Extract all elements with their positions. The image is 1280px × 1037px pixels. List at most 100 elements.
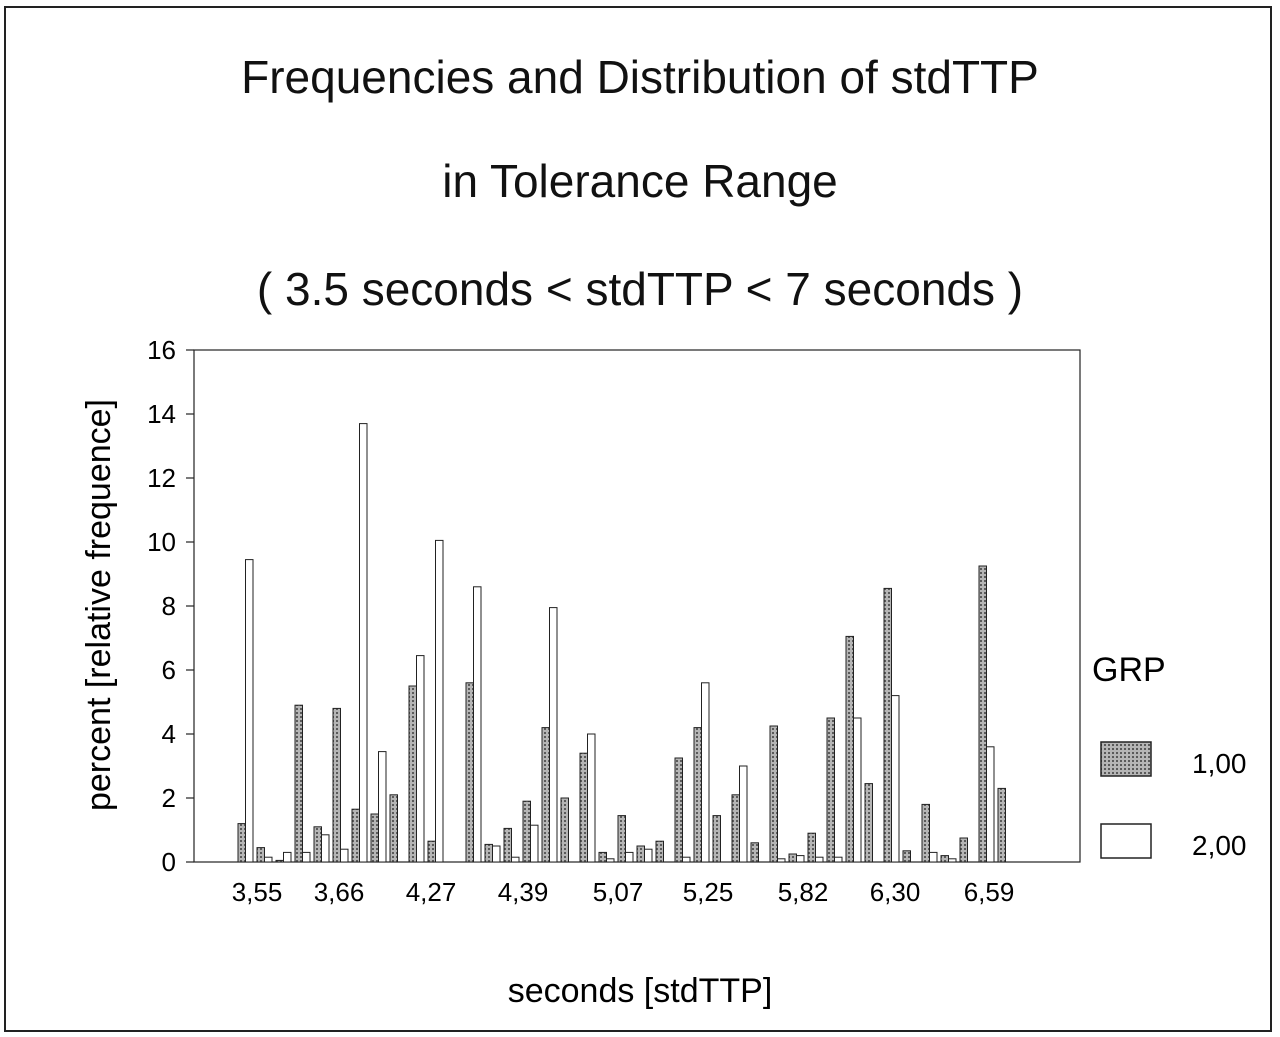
y-tick-label: 14 (147, 399, 176, 429)
bar-grp-2 (340, 848, 349, 863)
bar-grp-1 (731, 794, 740, 863)
bar-grp-2 (511, 856, 520, 863)
bar-grp-2 (492, 845, 501, 863)
bar-grp-1 (370, 813, 379, 863)
x-tick-label: 5,07 (593, 877, 644, 907)
bar-grp-1 (655, 840, 664, 863)
bar-grp-2 (834, 856, 843, 863)
bar-grp-2 (929, 851, 938, 863)
y-tick-label: 16 (147, 335, 176, 365)
bar-grp-2 (606, 858, 615, 863)
y-tick-label: 0 (162, 847, 176, 877)
bar-grp-2 (416, 655, 425, 863)
x-tick-label: 3,66 (314, 877, 365, 907)
bar-grp-1 (674, 757, 683, 863)
bar-grp-1 (294, 704, 303, 863)
bar-grp-1 (541, 727, 550, 863)
x-tick-label: 5,82 (778, 877, 829, 907)
bar-grp-2 (986, 746, 995, 863)
bar-grp-1 (465, 682, 474, 863)
bar-grp-1 (978, 565, 987, 863)
bar-grp-2 (777, 858, 786, 863)
bar-grp-1 (313, 826, 322, 863)
bar-grp-2 (283, 851, 292, 863)
bar-grp-1 (845, 635, 854, 863)
bar-grp-2 (891, 695, 900, 863)
bar-grp-1 (617, 815, 626, 863)
bar-grp-1 (351, 808, 360, 863)
bar-grp-1 (864, 783, 873, 863)
x-tick-label: 3,55 (232, 877, 283, 907)
bar-grp-1 (636, 845, 645, 863)
bar-grp-1 (427, 840, 436, 863)
y-tick-label: 6 (162, 655, 176, 685)
bar-grp-2 (435, 539, 444, 863)
bar-grp-2 (701, 682, 710, 863)
bar-grp-1 (256, 847, 265, 863)
y-tick-label: 10 (147, 527, 176, 557)
bar-grp-1 (997, 787, 1006, 863)
x-tick-label: 5,25 (683, 877, 734, 907)
bar-grp-1 (484, 843, 493, 863)
y-tick-label: 8 (162, 591, 176, 621)
bar-grp-1 (237, 823, 246, 863)
chart-frame (4, 6, 1272, 1032)
bar-grp-1 (275, 859, 284, 863)
legend-swatch-grp-2 (1100, 823, 1152, 859)
bar-grp-2 (682, 856, 691, 863)
bar-grp-1 (332, 707, 341, 863)
bar-grp-1 (940, 855, 949, 863)
bar-grp-2 (625, 851, 634, 863)
chart-subtitle: in Tolerance Range (442, 155, 838, 207)
bar-grp-1 (807, 832, 816, 863)
bar-grp-1 (579, 752, 588, 863)
bar-grp-2 (321, 834, 330, 863)
bar-grp-1 (693, 727, 702, 863)
y-axis-label: percent [relative frequence] (80, 399, 118, 811)
bar-grp-1 (788, 853, 797, 863)
bar-grp-2 (587, 733, 596, 863)
bar-grp-2 (302, 851, 311, 863)
legend-title: GRP (1092, 651, 1166, 689)
bar-grp-1 (408, 685, 417, 863)
bar-grp-2 (473, 586, 482, 863)
bar-grp-1 (883, 587, 892, 863)
bar-grp-2 (853, 717, 862, 863)
bar-grp-1 (959, 837, 968, 863)
bar-grp-1 (560, 797, 569, 863)
x-tick-label: 6,30 (870, 877, 921, 907)
chart-title: Frequencies and Distribution of stdTTP (241, 51, 1039, 103)
bar-grp-1 (902, 850, 911, 863)
y-tick-label: 4 (162, 719, 176, 749)
bar-grp-1 (712, 815, 721, 863)
legend-label-grp-2: 2,00 (1192, 830, 1247, 861)
bar-grp-2 (739, 765, 748, 863)
x-tick-label: 4,39 (498, 877, 549, 907)
bar-grp-2 (815, 856, 824, 863)
chart-range-note: ( 3.5 seconds < stdTTP < 7 seconds ) (256, 263, 1024, 315)
bar-grp-2 (549, 607, 558, 863)
bar-grp-2 (264, 856, 273, 863)
bar-grp-2 (948, 858, 957, 863)
plot-area (193, 349, 1081, 863)
x-axis-label: seconds [stdTTP] (508, 972, 773, 1010)
y-tick-label: 12 (147, 463, 176, 493)
bar-grp-1 (826, 717, 835, 863)
bar-grp-2 (378, 751, 387, 863)
bar-grp-1 (750, 842, 759, 863)
bar-grp-1 (389, 794, 398, 863)
bar-grp-1 (769, 725, 778, 863)
y-tick-label: 2 (162, 783, 176, 813)
bar-grp-1 (598, 851, 607, 863)
legend-swatch-grp-1 (1100, 741, 1152, 777)
bar-grp-2 (359, 423, 368, 863)
x-tick-label: 6,59 (964, 877, 1015, 907)
bar-grp-1 (503, 827, 512, 863)
bar-grp-2 (245, 559, 254, 863)
legend-label-grp-1: 1,00 (1192, 748, 1247, 779)
bar-grp-2 (644, 848, 653, 863)
bar-grp-1 (522, 800, 531, 863)
bar-grp-2 (796, 855, 805, 863)
bar-grp-2 (530, 824, 539, 863)
